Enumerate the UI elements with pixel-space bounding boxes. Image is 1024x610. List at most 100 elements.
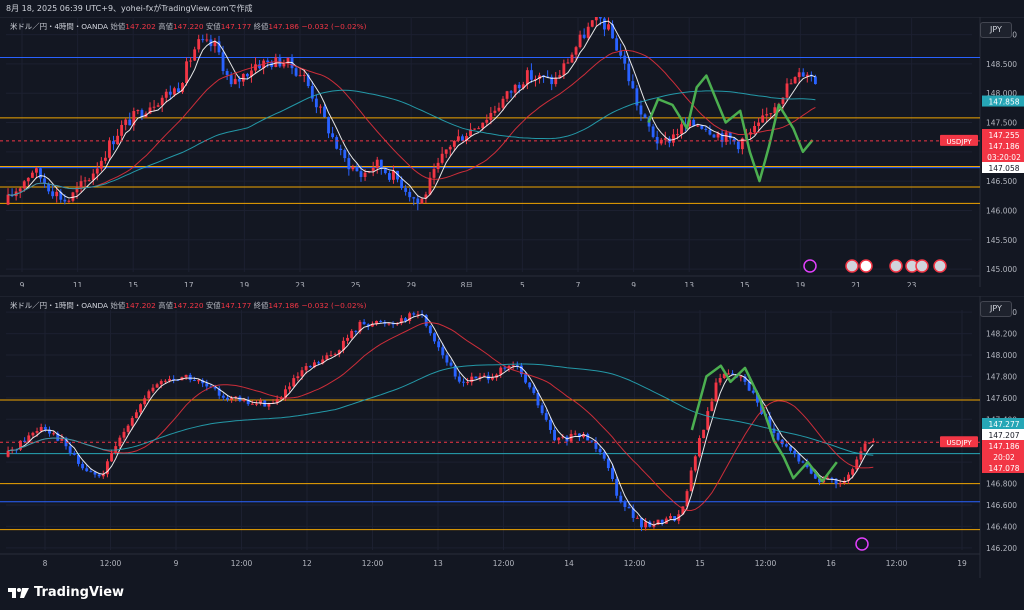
candle-body	[590, 440, 594, 442]
ma-mid-line	[8, 322, 874, 512]
candle-body	[205, 39, 209, 41]
candle-body	[97, 474, 101, 477]
candle-body	[615, 478, 619, 496]
top-currency-button[interactable]: JPY	[980, 22, 1012, 38]
candle-body	[813, 473, 817, 479]
chart-timestamp: 8月 18, 2025 06:39 UTC+9、yohei-fxがTrading…	[6, 4, 253, 13]
candle-body	[6, 450, 10, 457]
top-legend-close-label: 終値	[253, 22, 269, 31]
price-badge-countdown-bg	[982, 151, 1024, 162]
candle-body	[201, 380, 205, 384]
candle-body	[635, 88, 639, 106]
candle-body	[805, 74, 809, 77]
candle-body	[466, 382, 470, 384]
candle-body	[396, 170, 399, 180]
x-tick-label: 9	[174, 559, 179, 568]
candle-body	[491, 377, 494, 380]
y-tick-label: 147.800	[986, 372, 1017, 381]
bottom-currency-button[interactable]: JPY	[980, 301, 1012, 317]
candle-body	[561, 436, 565, 438]
candle-body	[765, 114, 769, 116]
candle-body	[39, 426, 43, 432]
candle-body	[801, 72, 805, 77]
candle-body	[851, 469, 855, 475]
candle-body	[441, 347, 445, 356]
symbol-tag: USDJPY	[946, 439, 972, 447]
candle-body	[692, 119, 696, 126]
candle-body	[358, 321, 362, 332]
top-legend: 米ドル／円・4時間・OANDA 始値147.202 高値147.220 安値14…	[10, 21, 366, 32]
candle-body	[412, 197, 416, 199]
candle-body	[643, 114, 647, 118]
candle-body	[134, 412, 138, 419]
y-tick-label: 148.000	[986, 89, 1017, 98]
candle-body	[768, 416, 772, 429]
candle-body	[112, 141, 115, 145]
candle-body	[524, 374, 528, 383]
bottom-chart-svg[interactable]: 148.400148.200148.000147.800147.600147.4…	[0, 296, 1024, 578]
candle-body	[288, 386, 292, 390]
price-badge-upper-text: 147.255	[988, 131, 1019, 140]
candle-body	[116, 135, 119, 145]
candle-body	[652, 524, 656, 527]
candle-body	[383, 168, 387, 174]
candle-body	[35, 168, 38, 173]
candle-body	[594, 441, 598, 449]
x-tick-label: 7	[576, 281, 581, 287]
candle-body	[304, 366, 308, 371]
x-tick-label: 23	[295, 281, 305, 287]
event-lightning-icon	[855, 537, 869, 551]
price-badge-teal-text: 147.858	[988, 98, 1019, 107]
candle-body	[255, 403, 258, 405]
candle-body	[644, 521, 648, 528]
candle-body	[286, 57, 290, 63]
y-tick-label: 148.500	[986, 60, 1017, 69]
bottom-chart-pane[interactable]: 148.400148.200148.000147.800147.600147.4…	[0, 296, 1024, 578]
candle-body	[27, 435, 31, 443]
candle-body	[52, 433, 56, 435]
candle-body	[168, 378, 171, 381]
candle-body	[503, 367, 507, 369]
candle-body	[513, 84, 517, 93]
y-tick-label: 146.600	[986, 501, 1017, 510]
candle-body	[485, 119, 489, 123]
candle-body	[155, 384, 159, 388]
x-tick-label: 12	[302, 559, 312, 568]
x-tick-label: 12:00	[493, 559, 515, 568]
candle-body	[193, 49, 197, 61]
projection-curve	[647, 74, 814, 183]
top-legend-change: −0.032 (−0.02%)	[301, 22, 367, 31]
candle-body	[242, 399, 246, 401]
candle-body	[789, 83, 793, 85]
candle-body	[627, 506, 631, 509]
candle-body	[722, 373, 726, 379]
candle-body	[217, 388, 221, 396]
candle-body	[241, 73, 245, 82]
candle-body	[433, 333, 436, 342]
price-badge-countdown: 20:02	[982, 451, 1024, 462]
candle-body	[225, 71, 229, 76]
candle-body	[128, 119, 132, 126]
candle-body	[237, 78, 241, 82]
candle-body	[351, 166, 355, 170]
candle-body	[308, 366, 312, 368]
tradingview-logo[interactable]: TradingView	[8, 585, 124, 600]
top-chart-svg[interactable]: 149.000148.500148.000147.500147.000146.5…	[0, 17, 1024, 287]
candle-body	[428, 177, 432, 195]
candle-body	[720, 133, 724, 142]
candle-body	[566, 62, 570, 64]
candle-body	[56, 433, 60, 441]
price-badge-countdown-text: 20:02	[993, 453, 1015, 462]
price-badge-teal: 147.277	[982, 418, 1024, 429]
bottom-legend-low: 147.177	[220, 301, 252, 310]
candle-body	[432, 169, 436, 178]
price-badge-countdown-bg	[982, 451, 1024, 462]
candle-body	[77, 454, 80, 464]
top-legend-title: 米ドル／円・4時間・OANDA	[10, 22, 109, 31]
candle-body	[528, 382, 532, 388]
projection-curve	[690, 364, 838, 483]
top-chart-pane[interactable]: 149.000148.500148.000147.500147.000146.5…	[0, 17, 1024, 287]
candle-body	[651, 126, 655, 137]
candle-body	[708, 129, 712, 135]
candle-body	[85, 468, 89, 472]
